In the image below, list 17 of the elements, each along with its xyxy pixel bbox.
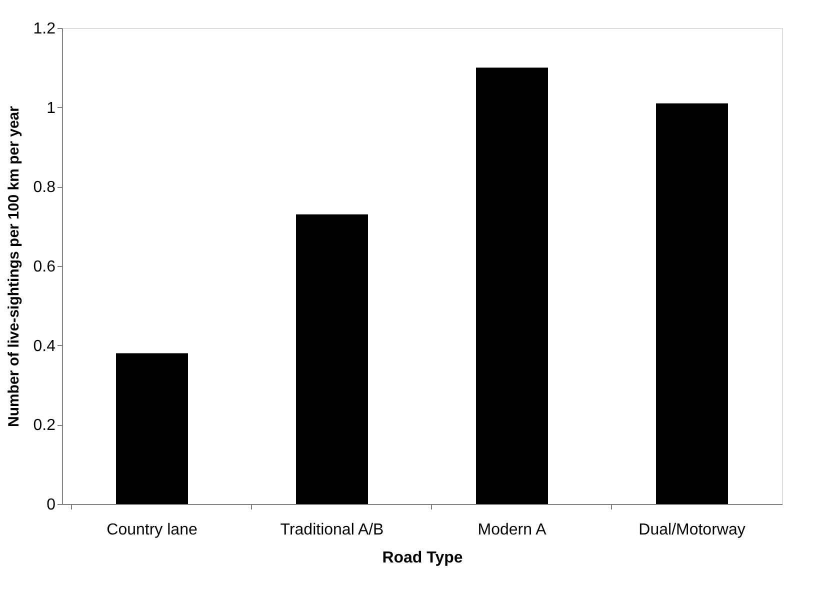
bar xyxy=(116,353,188,504)
bar xyxy=(296,214,368,504)
y-tick-label: 0.2 xyxy=(33,417,56,434)
x-axis-title: Road Type xyxy=(382,550,463,566)
y-tick-label: 1.2 xyxy=(33,20,56,38)
y-tick-label: 0.6 xyxy=(33,258,56,276)
y-tick-label: 0.4 xyxy=(33,338,56,355)
bar xyxy=(656,103,728,504)
bar xyxy=(476,68,548,504)
x-tick-label: Country lane xyxy=(106,522,198,538)
y-tick-label: 0 xyxy=(46,496,56,514)
x-tick-label: Traditional A/B xyxy=(280,522,384,538)
y-tick-label: 0.8 xyxy=(33,179,56,196)
y-axis-title: Number of live-sightings per 100 km per year xyxy=(5,106,22,427)
y-tick-label: 1 xyxy=(46,100,56,117)
x-tick-label: Dual/Motorway xyxy=(638,522,746,538)
x-tick-label: Modern A xyxy=(478,522,547,538)
